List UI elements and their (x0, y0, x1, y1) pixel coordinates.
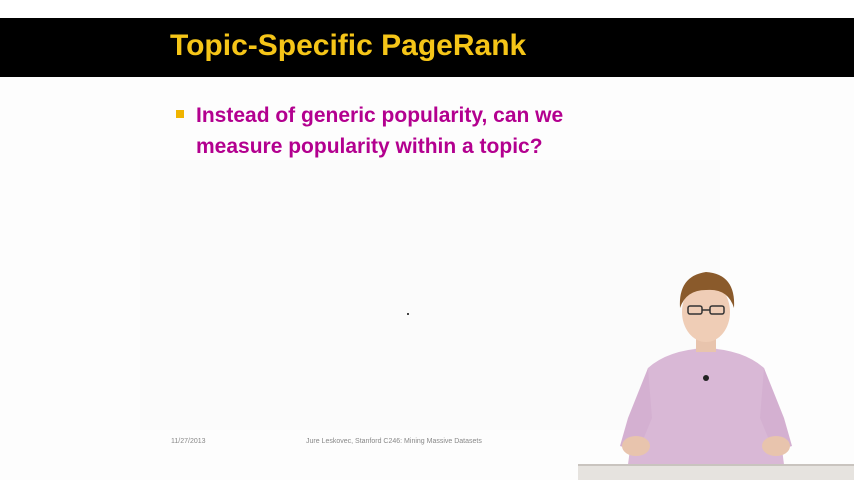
top-margin (0, 0, 854, 18)
bullet-text: Instead of generic popularity, can we me… (196, 104, 564, 158)
footer-date: 11/27/2013 (171, 438, 206, 445)
presenter-right-arm (760, 368, 792, 452)
presenter-left-hand (622, 436, 650, 456)
bullet-square-icon (176, 110, 184, 118)
presenter-figure (620, 272, 792, 480)
presenter-left-arm (620, 368, 652, 452)
presenter-desk (578, 464, 854, 480)
slide-title: Topic-Specific PageRank (170, 29, 527, 62)
cursor-dot (407, 313, 409, 315)
presenter-shirt (626, 348, 786, 480)
presenter-face (682, 282, 730, 342)
slide-content-area (140, 160, 720, 430)
presenter-right-hand (762, 436, 790, 456)
slide-title-bar (0, 18, 854, 77)
footer-credit: Jure Leskovec, Stanford C246: Mining Mas… (306, 438, 482, 445)
microphone-icon (703, 375, 709, 381)
presenter-hair (679, 272, 735, 308)
